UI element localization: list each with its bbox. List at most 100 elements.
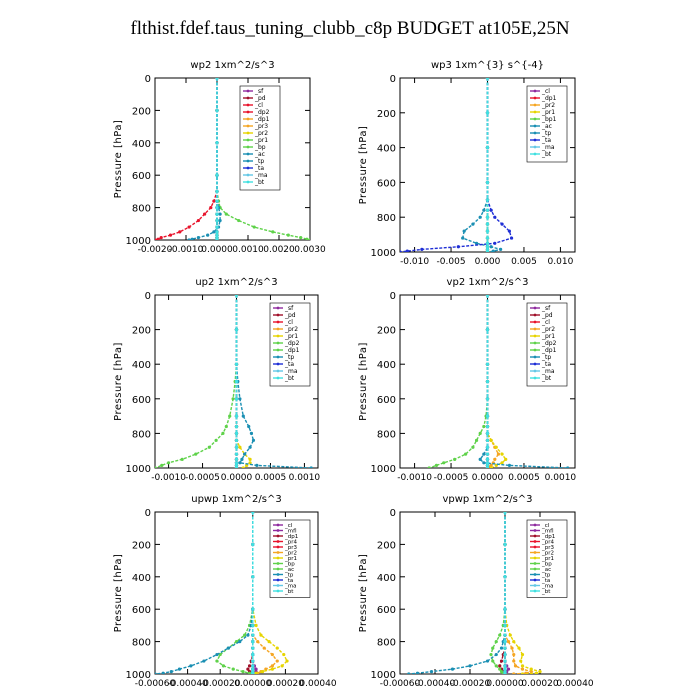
y-tick-label: 0: [145, 508, 151, 519]
data-point: [485, 328, 490, 332]
legend: _cl_mfl_dp1_pr4_pr3_pr2_pr1_bp_ac_tp_ta_…: [269, 519, 311, 598]
data-point: [427, 466, 431, 468]
data-point: [485, 146, 490, 150]
data-point: [498, 633, 502, 637]
data-point: [485, 241, 490, 245]
data-point: [248, 457, 252, 461]
data-point: [194, 452, 198, 456]
data-point: [224, 424, 228, 429]
legend-box: [526, 302, 568, 387]
legend-marker: [533, 556, 537, 560]
data-point: [453, 457, 457, 461]
data-point: [155, 672, 157, 674]
data-point: [509, 236, 514, 240]
data-point: [168, 233, 173, 237]
data-point: [485, 111, 490, 115]
data-point: [251, 633, 255, 637]
legend-marker: [533, 89, 537, 93]
x-tick-label: -0.0005: [434, 473, 469, 483]
legend-marker: [276, 578, 280, 582]
data-point: [251, 542, 255, 547]
legend-marker: [276, 376, 280, 380]
data-point: [241, 669, 245, 674]
series-line-bp: [216, 512, 254, 674]
data-point: [215, 233, 219, 237]
data-point: [206, 233, 210, 237]
x-tick-label: -0.00060: [380, 679, 421, 689]
data-point: [485, 414, 490, 418]
legend-label: _ac: [254, 151, 265, 158]
legend-label: _pr3: [284, 545, 298, 551]
data-point: [485, 229, 490, 233]
data-point: [471, 222, 475, 226]
series-line-pr1: [486, 295, 507, 468]
data-point: [503, 633, 507, 637]
data-point: [251, 652, 255, 657]
data-point: [485, 431, 490, 435]
legend-label: _pr1: [284, 556, 297, 562]
x-tick-label: 0.00020: [521, 679, 558, 689]
y-tick-label: 1000: [126, 670, 151, 681]
data-point: [489, 652, 493, 657]
data-point: [500, 461, 504, 465]
legend-marker: [533, 334, 537, 338]
legend-marker: [533, 152, 537, 156]
data-point: [493, 215, 497, 219]
series-line-tp: [155, 512, 254, 674]
data-point: [231, 397, 235, 401]
y-tick-label: 600: [132, 605, 151, 616]
legend-marker: [276, 362, 280, 366]
legend-marker: [276, 355, 280, 359]
series-line-tp: [188, 78, 221, 240]
data-point: [234, 457, 239, 461]
legend-marker: [276, 306, 280, 310]
data-point: [215, 659, 219, 663]
data-point: [500, 222, 504, 226]
data-point: [215, 652, 219, 657]
panel-vpwp: vpwp 1xm^2/s^3 Pressure [hPa] 0 200 400 600 80…: [358, 494, 594, 689]
data-point: [485, 295, 490, 297]
legend-label: _ta: [254, 165, 264, 172]
y-axis-label: Pressure [hPa]: [113, 120, 124, 199]
data-point: [566, 466, 570, 468]
data-point: [249, 431, 254, 435]
legend-label: _sf: [541, 305, 551, 312]
data-point: [251, 512, 255, 514]
data-point: [215, 212, 219, 216]
data-point: [215, 230, 219, 234]
legend-marker: [533, 578, 537, 582]
data-point: [275, 659, 279, 663]
legend-label: _bp: [284, 562, 295, 568]
x-tick-label: -0.00040: [415, 679, 456, 689]
x-tick-label: 0.00000: [486, 679, 523, 689]
data-point: [247, 424, 251, 429]
data-point: [240, 457, 244, 461]
data-point: [251, 672, 255, 674]
legend-marker: [533, 124, 537, 128]
data-point: [485, 198, 490, 202]
legend-label: _sf: [254, 88, 264, 95]
data-point: [255, 463, 259, 468]
legend-label: _tp: [254, 158, 264, 165]
data-point: [286, 233, 290, 237]
data-point: [482, 461, 486, 465]
legend-label: _dp1: [541, 95, 557, 102]
data-point: [238, 445, 242, 449]
data-point: [212, 230, 216, 234]
data-point: [474, 241, 479, 245]
x-tick-label: 0.0005: [508, 473, 540, 483]
data-point: [248, 445, 252, 449]
legend-marker: [276, 313, 280, 317]
x-tick-label: -0.0005: [185, 473, 220, 483]
data-point: [215, 206, 219, 210]
y-tick-label: 1000: [371, 464, 396, 475]
legend-marker: [533, 117, 537, 121]
legend-label: _pr4: [284, 540, 298, 546]
x-tick-label: -0.00020: [200, 679, 241, 689]
data-point: [155, 466, 157, 468]
x-tick-label: 0.0030: [294, 245, 326, 255]
legend-marker: [533, 362, 537, 366]
x-tick-label: -0.0010: [397, 473, 432, 483]
data-point: [513, 664, 518, 668]
legend-label: _pr2: [541, 102, 555, 109]
